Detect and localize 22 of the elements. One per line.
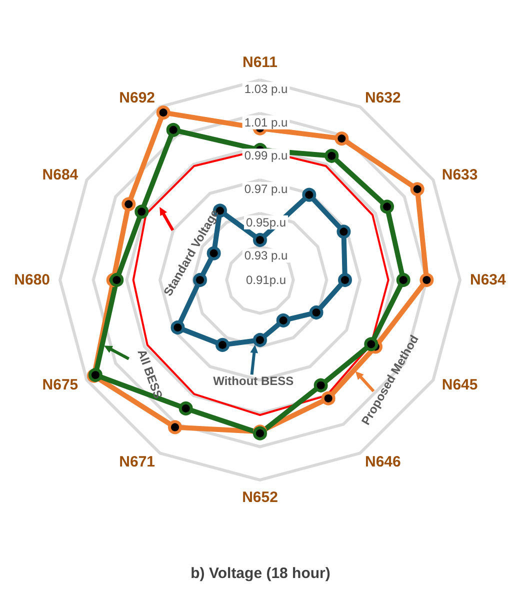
text: All BESS (134, 347, 166, 401)
spoke-label: N634 (470, 272, 507, 288)
y-tick-label: 1.01 p.u (244, 115, 288, 130)
y-tick-label: 1.03 p.u (244, 82, 288, 96)
spoke-label: N652 (242, 489, 278, 506)
spoke-label: N645 (442, 376, 478, 394)
spoke-label: N633 (442, 166, 478, 184)
spoke-label: N680 (14, 272, 50, 288)
spoke-label: N632 (365, 90, 401, 107)
spoke-label: N692 (119, 90, 155, 107)
y-tick-label: 0.99 p.u (244, 148, 288, 163)
spoke-label: N675 (42, 376, 78, 394)
spoke-label: N611 (242, 54, 278, 71)
spoke-label: N684 (42, 166, 79, 184)
text: Without BESS (213, 374, 294, 388)
y-tick-label: 0.95p.u (246, 215, 286, 230)
spoke-label: N671 (119, 453, 155, 470)
y-tick-label: 0.91p.u (246, 273, 286, 287)
y-tick-label: 0.93 p.u (244, 248, 288, 263)
spoke-label: N646 (365, 453, 401, 470)
y-tick-label: 0.97 p.u (244, 182, 288, 196)
text: b) Voltage (18 hour) (190, 565, 330, 582)
